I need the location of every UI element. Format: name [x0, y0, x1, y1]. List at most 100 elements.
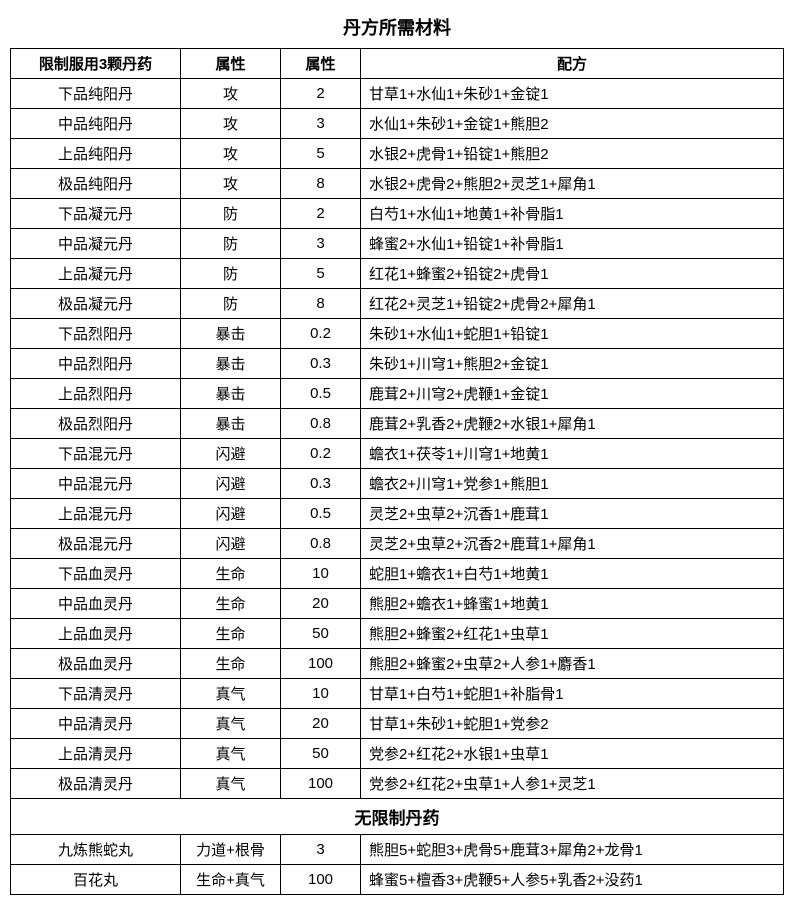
table-row: 极品纯阳丹攻8水银2+虎骨2+熊胆2+灵芝1+犀角1: [11, 169, 784, 199]
table-row: 下品纯阳丹攻2甘草1+水仙1+朱砂1+金锭1: [11, 79, 784, 109]
cell-recipe: 党参2+红花2+虫草1+人参1+灵芝1: [361, 769, 784, 799]
cell-val: 5: [281, 259, 361, 289]
cell-attr: 暴击: [181, 349, 281, 379]
cell-name: 上品凝元丹: [11, 259, 181, 289]
cell-recipe: 水仙1+朱砂1+金锭1+熊胆2: [361, 109, 784, 139]
cell-name: 极品清灵丹: [11, 769, 181, 799]
cell-attr: 闪避: [181, 499, 281, 529]
materials-table: 限制服用3颗丹药 属性 属性 配方 下品纯阳丹攻2甘草1+水仙1+朱砂1+金锭1…: [10, 48, 784, 895]
cell-val: 20: [281, 589, 361, 619]
cell-val: 0.5: [281, 499, 361, 529]
cell-attr: 闪避: [181, 439, 281, 469]
cell-val: 20: [281, 709, 361, 739]
cell-name: 极品凝元丹: [11, 289, 181, 319]
header-val: 属性: [281, 49, 361, 79]
cell-name: 极品烈阳丹: [11, 409, 181, 439]
cell-attr: 攻: [181, 109, 281, 139]
table-row: 下品凝元丹防2白芍1+水仙1+地黄1+补骨脂1: [11, 199, 784, 229]
cell-attr: 闪避: [181, 529, 281, 559]
cell-val: 5: [281, 139, 361, 169]
cell-val: 0.8: [281, 409, 361, 439]
cell-attr: 生命: [181, 589, 281, 619]
cell-name: 下品混元丹: [11, 439, 181, 469]
cell-attr: 暴击: [181, 379, 281, 409]
cell-attr: 防: [181, 229, 281, 259]
cell-attr: 闪避: [181, 469, 281, 499]
cell-val: 100: [281, 769, 361, 799]
cell-attr: 攻: [181, 169, 281, 199]
table-row: 上品血灵丹生命50熊胆2+蜂蜜2+红花1+虫草1: [11, 619, 784, 649]
table-row: 极品烈阳丹暴击0.8鹿茸2+乳香2+虎鞭2+水银1+犀角1: [11, 409, 784, 439]
cell-val: 0.2: [281, 319, 361, 349]
cell-recipe: 蛇胆1+蟾衣1+白芍1+地黄1: [361, 559, 784, 589]
cell-recipe: 水银2+虎骨2+熊胆2+灵芝1+犀角1: [361, 169, 784, 199]
cell-name: 上品烈阳丹: [11, 379, 181, 409]
cell-val: 3: [281, 835, 361, 865]
section-header-unlimited: 无限制丹药: [11, 799, 784, 835]
cell-name: 中品凝元丹: [11, 229, 181, 259]
cell-recipe: 蟾衣1+茯苓1+川穹1+地黄1: [361, 439, 784, 469]
cell-val: 100: [281, 865, 361, 895]
table-row: 极品血灵丹生命100熊胆2+蜂蜜2+虫草2+人参1+麝香1: [11, 649, 784, 679]
header-attr: 属性: [181, 49, 281, 79]
cell-recipe: 熊胆2+蟾衣1+蜂蜜1+地黄1: [361, 589, 784, 619]
cell-recipe: 甘草1+白芍1+蛇胆1+补脂骨1: [361, 679, 784, 709]
cell-val: 10: [281, 679, 361, 709]
cell-attr: 防: [181, 199, 281, 229]
table-row: 中品血灵丹生命20熊胆2+蟾衣1+蜂蜜1+地黄1: [11, 589, 784, 619]
cell-val: 3: [281, 109, 361, 139]
cell-recipe: 鹿茸2+乳香2+虎鞭2+水银1+犀角1: [361, 409, 784, 439]
cell-name: 九炼熊蛇丸: [11, 835, 181, 865]
cell-recipe: 蜂蜜2+水仙1+铅锭1+补骨脂1: [361, 229, 784, 259]
cell-val: 8: [281, 289, 361, 319]
cell-name: 中品血灵丹: [11, 589, 181, 619]
cell-name: 下品纯阳丹: [11, 79, 181, 109]
cell-name: 下品烈阳丹: [11, 319, 181, 349]
cell-attr: 生命: [181, 649, 281, 679]
cell-val: 50: [281, 619, 361, 649]
cell-val: 8: [281, 169, 361, 199]
table-row: 极品清灵丹真气100党参2+红花2+虫草1+人参1+灵芝1: [11, 769, 784, 799]
cell-attr: 真气: [181, 739, 281, 769]
cell-recipe: 熊胆2+蜂蜜2+红花1+虫草1: [361, 619, 784, 649]
cell-recipe: 蜂蜜5+檀香3+虎鞭5+人参5+乳香2+没药1: [361, 865, 784, 895]
cell-name: 下品清灵丹: [11, 679, 181, 709]
cell-attr: 力道+根骨: [181, 835, 281, 865]
cell-recipe: 红花2+灵芝1+铅锭2+虎骨2+犀角1: [361, 289, 784, 319]
cell-val: 100: [281, 649, 361, 679]
cell-recipe: 灵芝2+虫草2+沉香1+鹿茸1: [361, 499, 784, 529]
cell-name: 中品纯阳丹: [11, 109, 181, 139]
table-row: 上品凝元丹防5红花1+蜂蜜2+铅锭2+虎骨1: [11, 259, 784, 289]
cell-val: 0.3: [281, 349, 361, 379]
cell-val: 0.2: [281, 439, 361, 469]
cell-recipe: 灵芝2+虫草2+沉香2+鹿茸1+犀角1: [361, 529, 784, 559]
cell-recipe: 白芍1+水仙1+地黄1+补骨脂1: [361, 199, 784, 229]
cell-val: 10: [281, 559, 361, 589]
cell-name: 中品混元丹: [11, 469, 181, 499]
cell-recipe: 鹿茸2+川穹2+虎鞭1+金锭1: [361, 379, 784, 409]
cell-attr: 暴击: [181, 409, 281, 439]
cell-name: 极品混元丹: [11, 529, 181, 559]
cell-recipe: 甘草1+朱砂1+蛇胆1+党参2: [361, 709, 784, 739]
cell-val: 2: [281, 79, 361, 109]
cell-attr: 暴击: [181, 319, 281, 349]
cell-attr: 真气: [181, 709, 281, 739]
header-row: 限制服用3颗丹药 属性 属性 配方: [11, 49, 784, 79]
cell-attr: 攻: [181, 79, 281, 109]
cell-name: 上品混元丹: [11, 499, 181, 529]
cell-attr: 防: [181, 289, 281, 319]
cell-recipe: 水银2+虎骨1+铅锭1+熊胆2: [361, 139, 784, 169]
cell-recipe: 朱砂1+水仙1+蛇胆1+铅锭1: [361, 319, 784, 349]
cell-attr: 真气: [181, 769, 281, 799]
cell-name: 极品纯阳丹: [11, 169, 181, 199]
cell-name: 上品清灵丹: [11, 739, 181, 769]
table-row: 下品烈阳丹暴击0.2朱砂1+水仙1+蛇胆1+铅锭1: [11, 319, 784, 349]
table-row: 下品血灵丹生命10蛇胆1+蟾衣1+白芍1+地黄1: [11, 559, 784, 589]
table-row: 上品清灵丹真气50党参2+红花2+水银1+虫草1: [11, 739, 784, 769]
cell-val: 3: [281, 229, 361, 259]
page-title: 丹方所需材料: [10, 8, 784, 48]
cell-recipe: 党参2+红花2+水银1+虫草1: [361, 739, 784, 769]
cell-recipe: 熊胆2+蜂蜜2+虫草2+人参1+麝香1: [361, 649, 784, 679]
cell-recipe: 红花1+蜂蜜2+铅锭2+虎骨1: [361, 259, 784, 289]
cell-val: 50: [281, 739, 361, 769]
